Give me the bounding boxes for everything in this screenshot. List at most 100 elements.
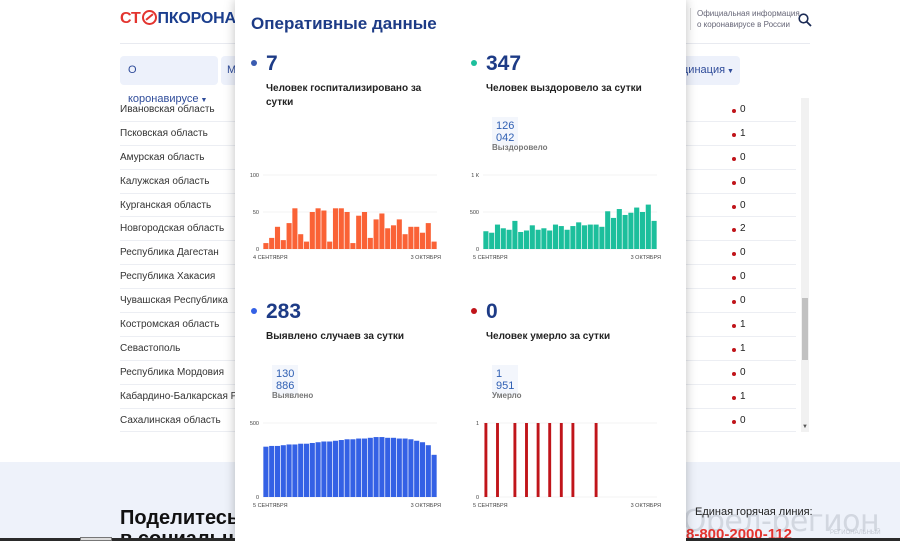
chart-bar [571, 423, 575, 497]
chart-bar [599, 226, 605, 249]
x-tick-label-start: 4 СЕНТЯБРЯ [253, 255, 288, 261]
chart-bar [552, 224, 559, 249]
official-info-text: Официальная информация о коронавирусе в … [690, 8, 800, 30]
region-name: Костромская область [120, 313, 235, 337]
chart-bar [309, 442, 315, 497]
taskbar-item[interactable] [80, 537, 112, 541]
chart-bar [408, 226, 414, 249]
chart-bar [489, 232, 495, 249]
status-dot-icon [732, 324, 736, 329]
status-dot-icon [732, 132, 736, 137]
chart-bar [292, 444, 298, 497]
stat-value: 283 [266, 300, 302, 323]
chart-bar [645, 204, 651, 249]
status-dot-icon [732, 419, 736, 424]
status-dot-icon [732, 347, 736, 352]
chart-bar [274, 226, 281, 249]
chart-bar [628, 212, 634, 249]
table-row: 0 [686, 289, 796, 314]
stat-total-label: Выявлено [272, 391, 314, 400]
table-row: 0 [686, 241, 796, 266]
chart-bar [269, 237, 275, 249]
chart-bar [484, 423, 488, 497]
region-name: Калужская область [120, 170, 235, 194]
scrollbar-thumb[interactable] [802, 298, 808, 360]
chart-bar [594, 423, 598, 497]
chart-bar [367, 237, 373, 249]
chart-bar [570, 226, 576, 249]
y-tick-label: 1 [476, 421, 479, 427]
search-icon[interactable] [798, 13, 812, 27]
table-row: 0 [686, 98, 796, 122]
x-tick-label-end: 3 ОКТЯБРЯ [411, 255, 441, 261]
y-tick-label: 50 [253, 210, 259, 216]
watermark-subtitle: РЕГИОНАЛЬНЫЙ [830, 530, 881, 536]
nav-about-covid[interactable]: О коронавирусе ▼ [120, 56, 218, 105]
status-dot-icon [732, 395, 736, 400]
hotline-label: Единая горячая линия: [695, 506, 813, 518]
bullet-dot-icon [251, 308, 257, 314]
table-row: 1 [686, 122, 796, 146]
chart-bar [274, 445, 281, 497]
deaths-value: 0 [740, 271, 746, 283]
chart-bar [379, 213, 385, 249]
chart-bar [605, 211, 611, 249]
region-name: Амурская область [120, 146, 235, 170]
bullet-dot-icon [471, 60, 477, 66]
chart-bar [361, 212, 368, 249]
region-name: Севастополь [120, 337, 235, 361]
chart-bar [280, 240, 286, 249]
chart-bar [513, 423, 517, 497]
scroll-down-arrow[interactable]: ▼ [802, 424, 808, 430]
share-heading: Поделитесь в [120, 507, 240, 529]
hotline-number[interactable]: 8-800-2000-112 [686, 526, 792, 541]
chart-bar [280, 445, 286, 497]
chart-bar [298, 443, 304, 497]
chart-bar [559, 423, 563, 497]
chart-bar [367, 437, 373, 497]
stat-value: 347 [486, 52, 522, 75]
chart-bar [483, 231, 489, 249]
table-row: 0 [686, 361, 796, 385]
chart-bar [309, 212, 315, 249]
region-name: Сахалинская область [120, 409, 235, 433]
region-list: Ивановская область Псковская область Амурс… [120, 98, 235, 433]
chart-bar [385, 228, 391, 249]
caret-down-icon: ▼ [200, 97, 208, 104]
chart-bar [315, 442, 321, 497]
stat-description: Выявлено случаев за сутки [266, 331, 404, 342]
chart-bar [587, 224, 593, 249]
chart-bar [350, 243, 356, 249]
deaths-value: 0 [740, 104, 746, 115]
operational-data-panel: Оперативные данные 7 Человек госпитализи… [235, 0, 686, 541]
chart-bar [536, 423, 540, 497]
chart-bar [356, 438, 362, 497]
virus-icon [141, 10, 157, 25]
table-row: 1 [686, 313, 796, 337]
table-row: 0 [686, 409, 796, 433]
chart-bar [350, 439, 356, 497]
chart-bar [292, 208, 298, 249]
region-name: Чувашская Республика [120, 289, 235, 314]
site-logo[interactable]: СТ ПКОРОНАВИ [120, 10, 259, 27]
chart-bar [610, 217, 617, 249]
chart-bar [425, 445, 431, 497]
panel-title: Оперативные данные [251, 14, 437, 33]
region-name: Республика Дагестан [120, 241, 235, 266]
table-row: 2 [686, 217, 796, 242]
chart-bar [523, 230, 530, 249]
chart-bar [286, 444, 292, 497]
x-tick-label-end: 3 ОКТЯБРЯ [631, 503, 661, 509]
chart-bar [414, 226, 420, 249]
deaths-value: 1 [740, 127, 746, 139]
table-row: 0 [686, 194, 796, 218]
chart-recovered: 1 К 500 0 5 СЕНТЯБРЯ 3 ОКТЯБРЯ [465, 170, 665, 265]
chart-bar [361, 438, 368, 497]
caret-down-icon: ▼ [727, 68, 734, 75]
chart-bar [356, 215, 362, 249]
chart-bar [298, 234, 304, 249]
deaths-value: 1 [740, 319, 746, 331]
chart-bar [286, 223, 292, 249]
y-tick-label: 500 [250, 421, 259, 427]
table-scrollbar[interactable] [801, 98, 809, 432]
